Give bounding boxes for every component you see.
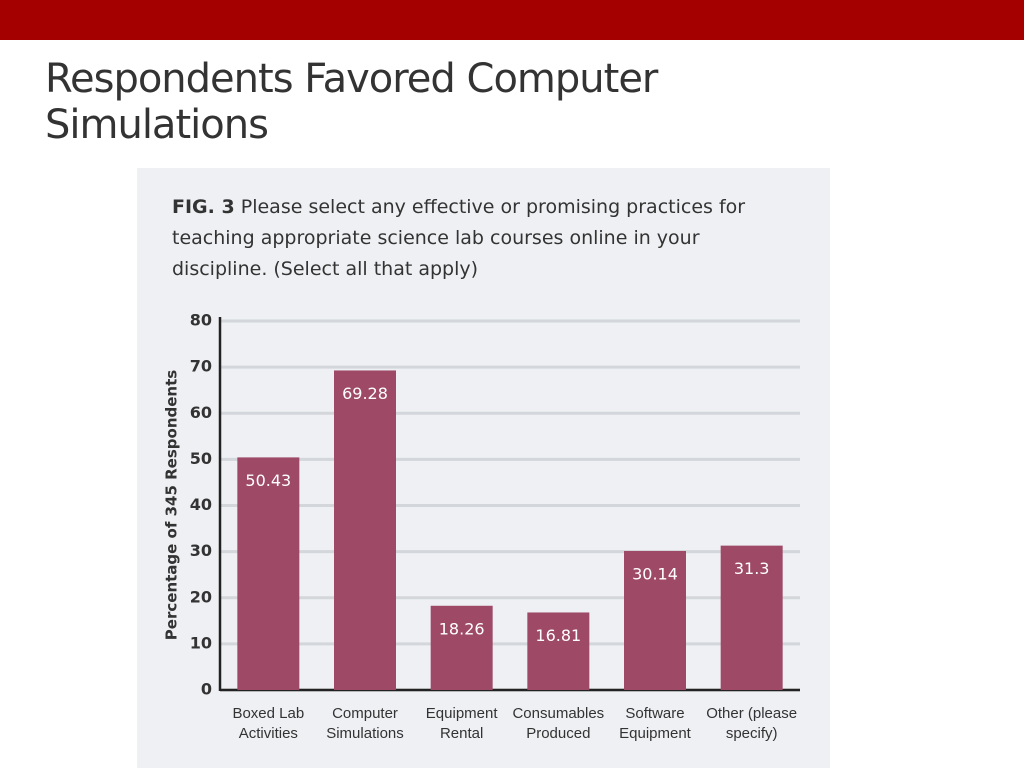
x-tick-label: Consumables Produced xyxy=(512,705,605,742)
y-tick-label: 20 xyxy=(190,587,212,606)
figure-caption: FIG. 3 Please select any effective or pr… xyxy=(172,192,782,285)
y-tick-label: 50 xyxy=(190,449,212,468)
value-label: 30.14 xyxy=(632,564,678,583)
slide-title: Respondents Favored Computer Simulations xyxy=(45,56,658,148)
bar xyxy=(720,545,783,690)
x-tick-label: Computer Simulations xyxy=(326,705,404,742)
y-tick-label: 80 xyxy=(190,311,212,330)
bar xyxy=(334,370,396,690)
y-tick-label: 70 xyxy=(190,357,212,376)
top-bar xyxy=(0,0,1024,40)
y-axis-label: Percentage of 345 Respondents xyxy=(163,370,181,640)
value-label: 18.26 xyxy=(439,619,485,638)
x-tick-label: Software Equipment xyxy=(619,705,691,742)
x-tick-label: Other (please specify) xyxy=(706,705,798,742)
y-tick-label: 10 xyxy=(190,633,212,652)
value-label: 50.43 xyxy=(245,471,291,490)
bar xyxy=(237,457,300,690)
figure-label: FIG. 3 xyxy=(172,196,235,218)
y-tick-label: 30 xyxy=(190,541,212,560)
bar xyxy=(527,612,590,690)
y-tick-label: 60 xyxy=(190,403,212,422)
y-tick-label: 0 xyxy=(201,680,212,699)
x-tick-label: Equipment Rental xyxy=(425,705,498,742)
bar xyxy=(624,550,686,690)
chart-title: Please select any effective or promising… xyxy=(172,196,746,280)
value-label: 16.81 xyxy=(535,626,581,645)
value-label: 31.3 xyxy=(734,559,770,578)
y-tick-label: 40 xyxy=(190,495,212,514)
bar xyxy=(430,605,493,690)
value-label: 69.28 xyxy=(342,384,388,403)
x-tick-label: Boxed Lab Activities xyxy=(232,705,305,742)
